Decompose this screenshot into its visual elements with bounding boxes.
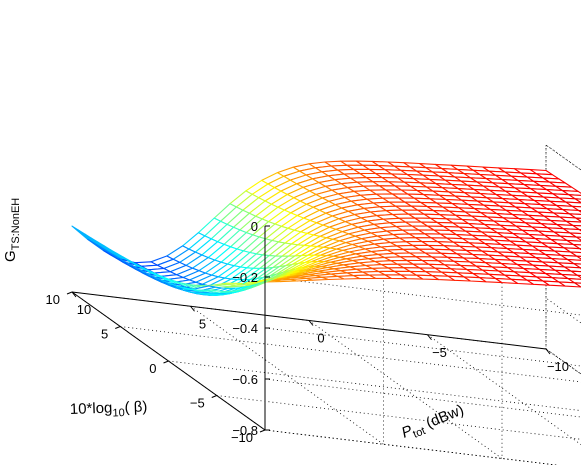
y-tick-mark xyxy=(211,395,217,398)
y-tick-label: −10 xyxy=(231,430,253,445)
y-tick-mark xyxy=(115,326,121,329)
z-axis-label: GTS:NonEH xyxy=(2,198,22,262)
z-tick-label: −0.2 xyxy=(232,270,258,285)
surface-cell xyxy=(562,209,581,216)
x-axis-label: Ptot (dBw) xyxy=(399,401,467,444)
surface-cell xyxy=(561,273,581,280)
surface-cell xyxy=(563,247,581,254)
y-tick-mark xyxy=(66,291,73,295)
y-tick-mark xyxy=(163,360,169,364)
surface-cell xyxy=(574,198,581,204)
surface-cell xyxy=(568,194,581,200)
surface-cell xyxy=(565,201,581,208)
x-tick-label: −10 xyxy=(547,359,569,374)
surface-cell xyxy=(574,282,581,288)
surface-cell xyxy=(572,224,581,231)
surface-cell xyxy=(572,243,581,250)
surface-cell xyxy=(564,266,581,273)
z-tick-label: −0.8 xyxy=(232,423,258,438)
surface-cell xyxy=(567,258,581,265)
x-tick-label: 10 xyxy=(77,302,91,317)
x-tick-label: −5 xyxy=(432,345,447,360)
x-tick-label: 0 xyxy=(317,331,324,346)
y-tick-label: 5 xyxy=(101,327,108,342)
surface-cell xyxy=(565,220,581,227)
surface-cell xyxy=(561,189,581,196)
surface-cell xyxy=(570,270,581,277)
surface-cell xyxy=(558,281,581,288)
x-tick-mark xyxy=(545,348,551,355)
surface-cell xyxy=(573,263,581,269)
x-tick-label: 5 xyxy=(199,316,206,331)
surface-cell xyxy=(568,213,581,219)
y-tick-label: 10 xyxy=(46,292,60,307)
surface-cell xyxy=(560,235,581,242)
x-tick-mark xyxy=(71,291,77,298)
surface-cell xyxy=(575,217,581,222)
x-tick-mark xyxy=(427,334,432,341)
surface-cell xyxy=(567,278,581,284)
grid-line xyxy=(545,348,581,375)
x-tick-mark xyxy=(190,305,195,312)
y-tick-label: 0 xyxy=(149,361,156,376)
surface-cell xyxy=(569,232,581,238)
x-tick-mark xyxy=(308,320,314,326)
z-tick-label: −0.4 xyxy=(232,321,258,336)
surface-cell xyxy=(566,239,581,246)
surface-cell xyxy=(578,209,581,213)
surface-mesh xyxy=(71,160,581,296)
z-tick-label: −0.6 xyxy=(232,372,258,387)
y-tick-label: −5 xyxy=(190,396,205,411)
tick-labels: 10 5 0 −5 −10 10 5 0 −5 −10 0 −0.2 −0.4 −0.6 −0.8 xyxy=(46,219,570,445)
axes-box xyxy=(66,225,551,433)
surface-cell xyxy=(571,205,581,212)
z-tick-label: 0 xyxy=(251,219,258,234)
surface-cell xyxy=(562,228,581,235)
y-tick-mark xyxy=(259,429,266,433)
surface-cell xyxy=(199,292,223,296)
surface-cell xyxy=(576,274,581,279)
surface-cell xyxy=(560,254,581,261)
surface-cell xyxy=(569,251,581,257)
y-axis-label: 10*log10( β) xyxy=(70,398,148,421)
surface-cell xyxy=(576,255,581,260)
